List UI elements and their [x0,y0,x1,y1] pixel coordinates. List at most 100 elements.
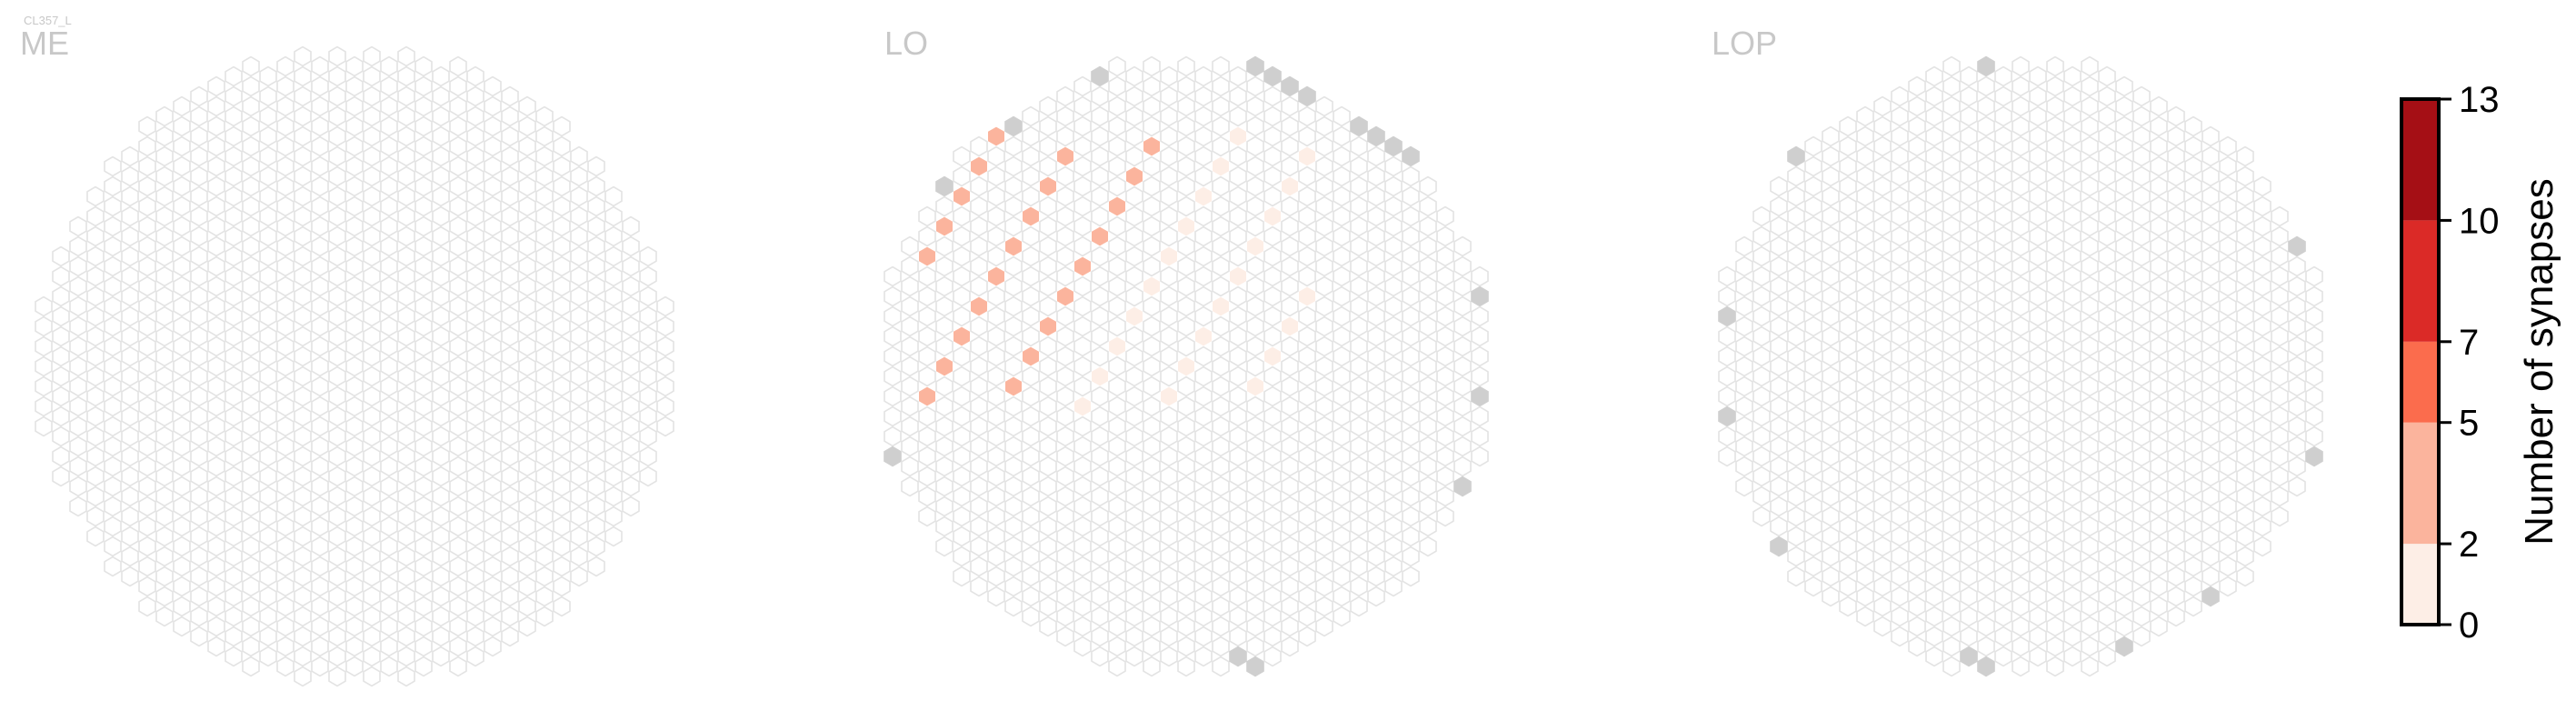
hex-cell [2012,516,2030,537]
hex-cell [363,65,381,87]
hex-cell [345,295,364,317]
hex-cell [1160,125,1178,147]
hex-cell [622,476,640,497]
hex-cell [69,396,87,417]
hex-cell [1839,576,1857,597]
hex-cell [276,55,295,77]
hex-cell [1453,456,1472,477]
hex-cell [190,426,208,447]
hex-cell [1194,65,1213,87]
hex-cell [86,466,105,487]
hex-cell [225,466,243,487]
hex-cell [190,386,208,407]
hex-cell [294,345,312,367]
hex-cell [173,376,191,397]
hex-cell [587,315,605,337]
hex-cell [449,636,467,657]
hex-cell [1057,286,1073,306]
hex-cell [1212,215,1230,237]
hex-cell [414,175,433,197]
hex-cell [2098,546,2116,567]
hex-cell [1160,65,1178,87]
hex-cell [604,366,623,387]
hex-grid-me [35,45,674,687]
hex-cell [1419,476,1437,497]
hex-cell [242,155,260,177]
hex-cell [604,386,623,407]
hex-cell [173,616,191,637]
hex-cell [1804,516,1822,537]
hex-cell [207,295,225,317]
hex-cell [2202,566,2220,587]
hex-cell [328,85,346,107]
hex-cell [1925,486,1943,507]
hex-cell [1056,205,1074,227]
hex-cell [1350,215,1368,237]
hex-cell [484,295,502,317]
hex-cell [1350,536,1368,557]
hex-cell [294,265,312,287]
hex-cell [1787,345,1805,367]
hex-cell [1091,325,1109,347]
hex-cell [2115,275,2133,297]
hex-cell [397,586,415,607]
hex-cell [1942,376,1961,397]
hex-cell [432,65,450,87]
hex-cell [104,516,122,537]
hex-cell [86,406,105,427]
hex-cell [1419,416,1437,437]
hex-cell [2271,426,2289,447]
hex-cell [380,115,398,137]
hex-cell [449,175,467,197]
hex-cell [276,355,295,377]
hex-cell [1891,526,1909,547]
hex-cell [1770,416,1788,437]
hex-cell [918,225,936,247]
colorbar-tick-label: 7 [2459,323,2479,363]
hex-cell [1942,556,1961,577]
hex-cell [1298,506,1316,527]
hex-cell [345,235,364,257]
hex-cell [1298,446,1316,467]
hex-cell [2063,366,2082,387]
hex-cell [2115,496,2133,517]
hex-cell [207,195,225,217]
hex-cell [466,546,484,567]
hex-cell [449,335,467,357]
hex-cell [2202,406,2220,427]
hex-cell [311,556,329,577]
hex-cell [1073,135,1092,157]
hex-cell [1333,406,1351,427]
hex-cell [345,335,364,357]
hex-cell [1074,396,1091,416]
hex-cell [190,125,208,147]
hex-cell [1891,586,1909,607]
hex-cell [1994,305,2012,327]
hex-cell [1263,506,1282,527]
hex-cell [2029,225,2047,247]
hex-cell [2150,516,2168,537]
hex-cell [553,255,571,277]
hex-cell [190,526,208,547]
hex-cell [1977,636,1995,657]
hex-cell [311,396,329,417]
hex-cell [225,506,243,527]
hex-cell [242,195,260,217]
hex-cell [1315,556,1333,577]
hex-cell [1977,155,1995,177]
hex-cell [225,165,243,187]
hex-cell [1471,366,1489,387]
hex-cell [2202,506,2220,527]
hex-cell [1229,105,1247,127]
hex-cell [1022,366,1040,387]
hex-cell [138,155,156,177]
hex-cell [1822,265,1840,287]
hex-cell [1023,206,1039,226]
hex-cell [173,396,191,417]
hex-cell [1770,376,1788,397]
hex-cell [1942,636,1961,657]
hex-cell [1039,436,1057,457]
hex-cell [432,406,450,427]
hex-cell [328,285,346,307]
hex-cell [345,616,364,637]
